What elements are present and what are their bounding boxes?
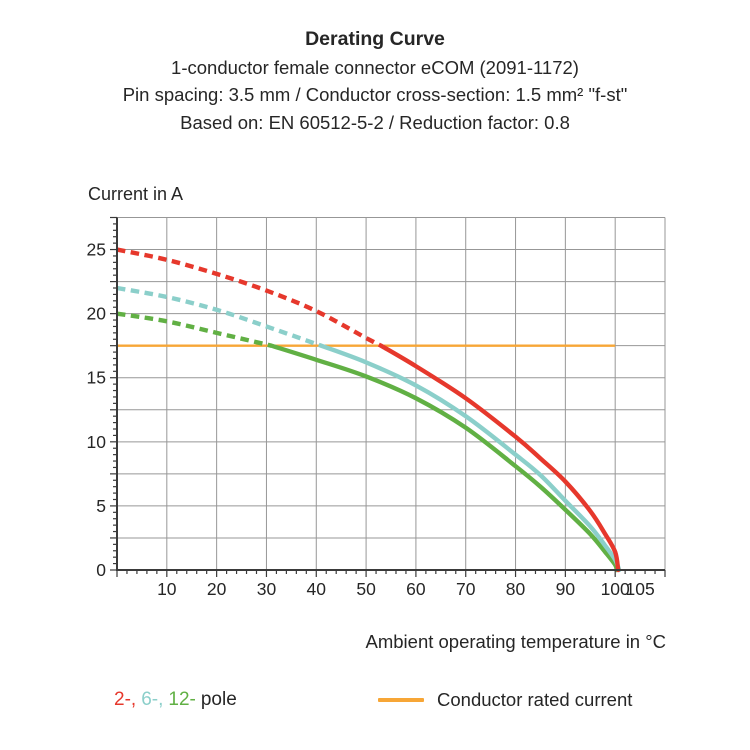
curve-2-pole-solid bbox=[378, 343, 621, 573]
svg-text:25: 25 bbox=[87, 240, 106, 260]
chart-subtitle-specs: Pin spacing: 3.5 mm / Conductor cross-se… bbox=[122, 84, 628, 105]
svg-text:105: 105 bbox=[625, 579, 654, 599]
legend-rated-current: Conductor rated current bbox=[378, 689, 632, 711]
svg-text:0: 0 bbox=[96, 560, 106, 580]
chart-subtitle-standard: Based on: EN 60512-5-2 / Reduction facto… bbox=[180, 111, 570, 133]
svg-text:90: 90 bbox=[556, 579, 576, 599]
y-tick-labels: 0 5 10 15 20 25 bbox=[87, 240, 107, 580]
svg-text:100: 100 bbox=[601, 579, 630, 599]
svg-text:70: 70 bbox=[456, 579, 476, 599]
curve-12-pole-solid bbox=[269, 343, 619, 573]
svg-text:10: 10 bbox=[157, 579, 177, 599]
chart-subtitle-product: 1-conductor female connector eCOM (2091-… bbox=[171, 56, 579, 78]
svg-text:40: 40 bbox=[307, 579, 327, 599]
svg-text:50: 50 bbox=[356, 579, 376, 599]
legend-pole-word: pole bbox=[200, 689, 237, 710]
curve-12-pole-dashed bbox=[116, 311, 272, 348]
legend-pole-counts: 2-, 6-, 12- pole bbox=[114, 689, 242, 711]
rated-current-label: Conductor rated current bbox=[437, 689, 633, 710]
curve-6-pole-solid bbox=[319, 343, 622, 573]
curve-6-pole-dashed bbox=[116, 285, 322, 348]
svg-text:80: 80 bbox=[506, 579, 526, 599]
svg-text:10: 10 bbox=[87, 432, 107, 452]
chart-header: Derating Curve 1-conductor female connec… bbox=[0, 26, 750, 136]
svg-text:15: 15 bbox=[87, 368, 106, 388]
axis-ticks bbox=[110, 216, 666, 577]
svg-text:5: 5 bbox=[96, 496, 106, 516]
svg-text:20: 20 bbox=[87, 304, 107, 324]
legend-12-pole: 12- bbox=[168, 689, 196, 710]
y-axis-title: Current in A bbox=[88, 184, 184, 204]
legend-2-pole: 2-, bbox=[114, 689, 137, 710]
chart-title: Derating Curve bbox=[305, 28, 445, 50]
rated-current-line-swatch bbox=[378, 698, 424, 702]
x-axis-title: Ambient operating temperature in °C bbox=[365, 631, 666, 652]
svg-text:20: 20 bbox=[207, 579, 227, 599]
curve-2-pole-dashed bbox=[116, 247, 383, 348]
svg-text:30: 30 bbox=[257, 579, 277, 599]
legend-6-pole: 6-, bbox=[141, 689, 164, 710]
svg-text:60: 60 bbox=[406, 579, 426, 599]
